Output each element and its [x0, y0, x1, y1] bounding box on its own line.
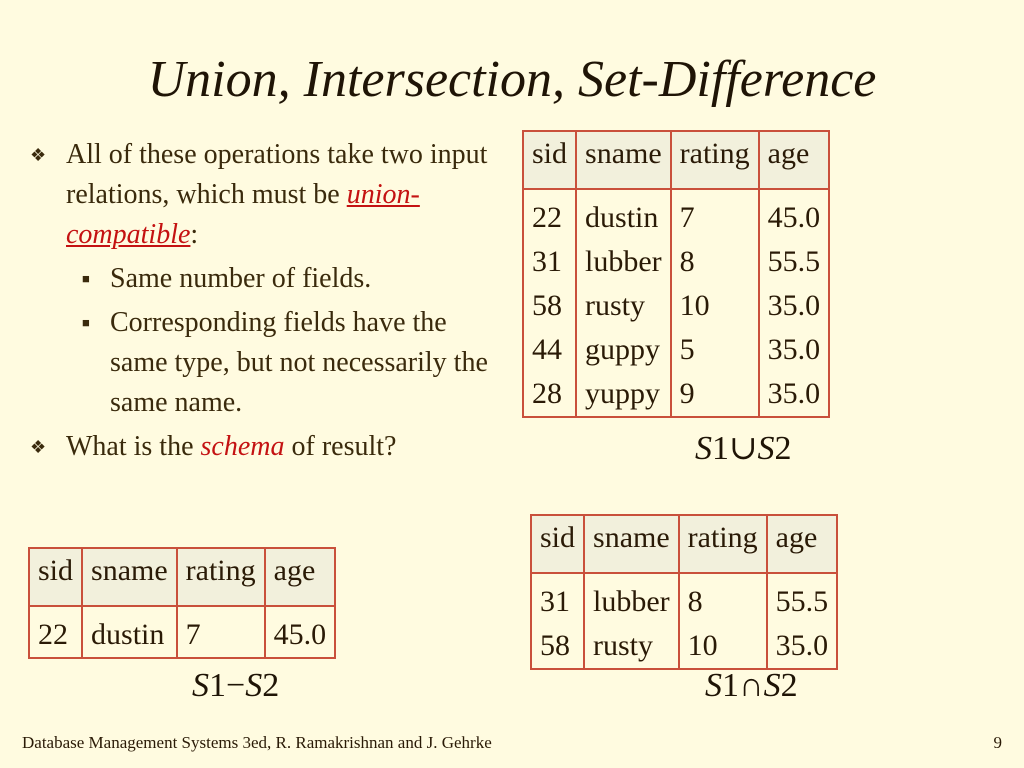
table-row: 31 lubber 8 55.5 — [521, 240, 831, 284]
cell-sname: lubber — [575, 240, 672, 284]
caption-num: 2 — [262, 667, 280, 704]
caption-var: S — [763, 667, 781, 704]
table-header-row: sid sname rating age — [27, 548, 337, 607]
cell-age: 55.5 — [765, 573, 839, 624]
caption-var: S — [192, 667, 209, 704]
column-header-rating: rating — [669, 131, 760, 190]
cell-rating: 7 — [669, 189, 760, 240]
intersection-operator: ∩ — [739, 667, 764, 704]
column-header-age: age — [765, 515, 839, 574]
table-row: 58 rusty 10 35.0 — [529, 624, 839, 669]
caption-var: S — [695, 430, 712, 467]
diamond-bullet-icon: ❖ — [30, 437, 47, 457]
column-header-sname: sname — [583, 515, 680, 574]
square-bullet-icon: ■ — [82, 315, 90, 330]
cell-sid: 22 — [27, 606, 84, 658]
sub-bullet-text: Same number of fields. — [110, 263, 372, 294]
column-header-sid: sid — [521, 131, 578, 190]
caption-var: S — [705, 667, 722, 704]
column-header-age: age — [757, 131, 831, 190]
column-header-rating: rating — [175, 548, 266, 607]
caption-var: S — [245, 667, 263, 704]
sub-bullet-text: Corresponding fields have the same type,… — [110, 307, 488, 418]
cell-rating: 8 — [669, 240, 760, 284]
cell-sid: 58 — [529, 624, 586, 669]
sub-bullet-fields: ■ Same number of fields. — [30, 259, 500, 299]
table-header-row: sid sname rating age — [521, 131, 831, 190]
column-header-rating: rating — [677, 515, 768, 574]
cell-age: 35.0 — [765, 624, 839, 669]
term-union-compatible: union-compatible — [66, 179, 420, 250]
caption-num: 1 — [712, 430, 729, 467]
cell-rating: 7 — [175, 606, 266, 658]
cell-age: 35.0 — [757, 372, 831, 417]
cell-age: 45.0 — [263, 606, 337, 658]
cell-age: 45.0 — [757, 189, 831, 240]
term-schema: schema — [200, 431, 285, 462]
cell-sid: 31 — [521, 240, 578, 284]
cell-rating: 9 — [669, 372, 760, 417]
caption-num: 1 — [209, 667, 226, 704]
intersection-caption: S1∩S2 — [705, 667, 798, 705]
cell-sname: rusty — [583, 624, 680, 669]
table-header-row: sid sname rating age — [529, 515, 839, 574]
bullet-text-end: : — [190, 219, 199, 250]
bullet-list: ❖ All of these operations take two input… — [30, 135, 500, 471]
cell-sname: dustin — [81, 606, 178, 658]
caption-num: 1 — [722, 667, 739, 704]
cell-sname: dustin — [575, 189, 672, 240]
cell-sid: 44 — [521, 328, 578, 372]
bullet-text: All of these operations take two input r… — [66, 139, 488, 210]
cell-rating: 8 — [677, 573, 768, 624]
table-row: 22 dustin 7 45.0 — [521, 189, 831, 240]
cell-age: 35.0 — [757, 284, 831, 328]
caption-num: 2 — [780, 667, 798, 704]
cell-sname: rusty — [575, 284, 672, 328]
table-row: 44 guppy 5 35.0 — [521, 328, 831, 372]
table-row: 31 lubber 8 55.5 — [529, 573, 839, 624]
difference-caption: S1−S2 — [192, 667, 279, 705]
column-header-sid: sid — [27, 548, 84, 607]
cell-sname: guppy — [575, 328, 672, 372]
bullet-text: What is the — [66, 431, 201, 462]
sub-bullet-types: ■ Corresponding fields have the same typ… — [30, 303, 500, 423]
caption-num: 2 — [774, 430, 792, 467]
cell-sid: 58 — [521, 284, 578, 328]
union-operator: ∪ — [729, 430, 758, 467]
cell-sid: 22 — [521, 189, 578, 240]
table-row: 58 rusty 10 35.0 — [521, 284, 831, 328]
intersection-table: sid sname rating age 31 lubber 8 55.5 58 rusty 10… — [529, 514, 839, 670]
square-bullet-icon: ■ — [82, 271, 90, 286]
column-header-sname: sname — [81, 548, 178, 607]
cell-age: 55.5 — [757, 240, 831, 284]
cell-sid: 28 — [521, 372, 578, 417]
cell-rating: 10 — [677, 624, 768, 669]
cell-rating: 10 — [669, 284, 760, 328]
difference-table: sid sname rating age 22 dustin 7 45.0 — [27, 547, 337, 659]
cell-age: 35.0 — [757, 328, 831, 372]
bullet-schema: ❖ What is the schema of result? — [30, 427, 500, 467]
slide-title: Union, Intersection, Set-Difference — [147, 51, 877, 108]
column-header-age: age — [263, 548, 337, 607]
diamond-bullet-icon: ❖ — [30, 145, 47, 165]
table-row: 22 dustin 7 45.0 — [27, 606, 337, 658]
cell-sname: lubber — [583, 573, 680, 624]
cell-sid: 31 — [529, 573, 586, 624]
caption-var: S — [757, 430, 775, 467]
cell-sname: yuppy — [575, 372, 672, 417]
bullet-text-end: of result? — [284, 431, 397, 462]
footer-citation: Database Management Systems 3ed, R. Rama… — [22, 733, 492, 752]
union-table: sid sname rating age 22 dustin 7 45.0 31 lubber 8… — [521, 130, 831, 418]
cell-rating: 5 — [669, 328, 760, 372]
difference-operator: − — [226, 667, 246, 704]
table-row: 28 yuppy 9 35.0 — [521, 372, 831, 417]
union-caption: S1∪S2 — [695, 428, 792, 468]
bullet-union-compatible: ❖ All of these operations take two input… — [30, 135, 500, 255]
page-number: 9 — [993, 733, 1003, 752]
column-header-sname: sname — [575, 131, 672, 190]
column-header-sid: sid — [529, 515, 586, 574]
